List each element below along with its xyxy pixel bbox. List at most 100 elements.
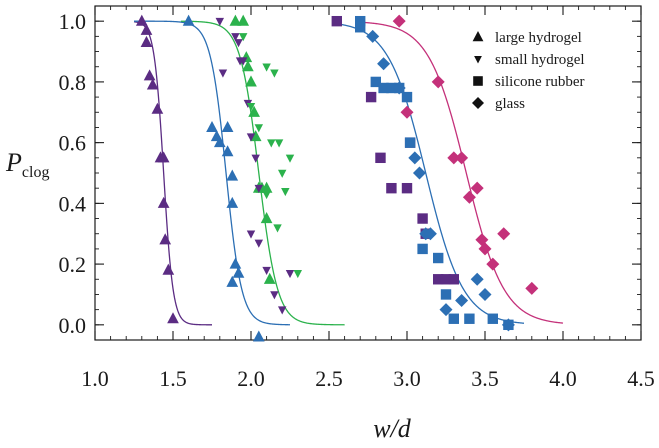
data-point bbox=[229, 14, 242, 26]
data-point bbox=[234, 39, 243, 48]
data-point bbox=[157, 196, 170, 208]
data-point bbox=[525, 281, 539, 295]
legend: large hydrogel small hydrogel silicone rub… bbox=[472, 30, 585, 112]
data-point bbox=[470, 272, 484, 286]
data-point bbox=[370, 76, 381, 88]
data-point bbox=[246, 133, 256, 142]
axes: 1.0 1.5 2.0 2.5 3.0 3.5 4.0 4.5 0.0 0.2 0.4 0.6 0.8 1… bbox=[59, 6, 655, 391]
data-point bbox=[221, 120, 234, 133]
x-tick-label: 1.0 bbox=[81, 366, 109, 391]
data-point bbox=[252, 330, 265, 342]
x-tick-label: 4.5 bbox=[627, 366, 655, 391]
data-point bbox=[273, 224, 282, 233]
data-point bbox=[486, 257, 500, 271]
data-point bbox=[293, 269, 303, 279]
data-point bbox=[162, 263, 175, 275]
data-point bbox=[238, 57, 248, 66]
data-point bbox=[242, 60, 254, 72]
data-point bbox=[433, 274, 444, 285]
data-point bbox=[331, 15, 342, 27]
data-point bbox=[167, 312, 179, 324]
data-point bbox=[260, 212, 273, 224]
data-point bbox=[226, 275, 239, 287]
data-point bbox=[378, 82, 389, 94]
data-point bbox=[281, 187, 290, 197]
data-point bbox=[140, 35, 153, 47]
data-point bbox=[440, 289, 452, 300]
data-point bbox=[355, 15, 366, 27]
data-point bbox=[455, 151, 469, 165]
data-point bbox=[263, 272, 276, 284]
data-point bbox=[448, 274, 459, 285]
data-point bbox=[417, 213, 428, 224]
legend-label: silicone rubber bbox=[495, 74, 585, 90]
data-point bbox=[440, 274, 452, 285]
data-point bbox=[417, 243, 428, 255]
legend-marker bbox=[472, 31, 484, 42]
data-point bbox=[157, 151, 170, 163]
data-point bbox=[487, 313, 498, 324]
data-point bbox=[392, 81, 406, 95]
data-point bbox=[433, 252, 444, 264]
data-point bbox=[262, 63, 271, 72]
data-point bbox=[262, 266, 271, 276]
y-axis-label-main: P bbox=[5, 148, 22, 177]
data-point bbox=[246, 230, 256, 239]
data-point bbox=[277, 306, 287, 315]
data-point bbox=[431, 75, 445, 89]
data-point bbox=[245, 75, 257, 87]
data-point bbox=[251, 154, 260, 163]
data-point bbox=[408, 151, 422, 165]
y-tick-label: 0.6 bbox=[59, 131, 87, 156]
data-point bbox=[248, 105, 260, 117]
data-point bbox=[159, 233, 172, 245]
data-point bbox=[254, 184, 264, 194]
data-point bbox=[497, 227, 511, 241]
data-point bbox=[146, 78, 159, 90]
fit-curve bbox=[180, 20, 345, 326]
data-point bbox=[401, 91, 413, 103]
data-point bbox=[215, 17, 225, 27]
legend-marker bbox=[473, 76, 483, 86]
data-point bbox=[237, 14, 250, 26]
x-tick-label: 2.0 bbox=[237, 366, 265, 391]
data-point bbox=[386, 182, 397, 194]
data-point bbox=[226, 169, 239, 181]
data-point bbox=[401, 182, 413, 194]
data-point bbox=[232, 266, 245, 278]
data-point bbox=[447, 151, 461, 165]
legend-label: small hydrogel bbox=[495, 52, 585, 68]
data-point bbox=[355, 22, 366, 33]
data-point bbox=[277, 169, 287, 178]
data-point bbox=[229, 257, 242, 269]
data-point bbox=[270, 69, 279, 78]
y-tick-label: 0.8 bbox=[59, 70, 87, 95]
data-point bbox=[135, 14, 148, 26]
data-point bbox=[140, 23, 153, 35]
data-points bbox=[135, 14, 539, 342]
x-axis-label: w/d bbox=[373, 414, 412, 443]
data-point bbox=[501, 318, 515, 332]
data-point bbox=[254, 124, 264, 133]
data-point bbox=[404, 137, 416, 148]
y-axis-label-sub: clog bbox=[22, 164, 50, 181]
y-tick-label: 0.2 bbox=[59, 252, 87, 277]
data-point bbox=[386, 82, 397, 94]
data-point bbox=[267, 139, 276, 148]
legend-marker bbox=[472, 97, 484, 109]
data-point bbox=[182, 14, 195, 26]
x-tick-label: 2.5 bbox=[315, 366, 343, 391]
data-point bbox=[448, 313, 459, 324]
data-point bbox=[366, 29, 380, 43]
x-tick-label: 3.0 bbox=[393, 366, 421, 391]
data-point bbox=[455, 294, 469, 308]
data-point bbox=[423, 227, 437, 241]
data-point bbox=[478, 287, 492, 301]
legend-marker bbox=[474, 56, 482, 64]
data-point bbox=[285, 154, 295, 163]
data-point bbox=[254, 239, 264, 248]
data-point bbox=[221, 145, 234, 157]
data-point bbox=[400, 105, 414, 119]
data-point bbox=[439, 303, 453, 317]
